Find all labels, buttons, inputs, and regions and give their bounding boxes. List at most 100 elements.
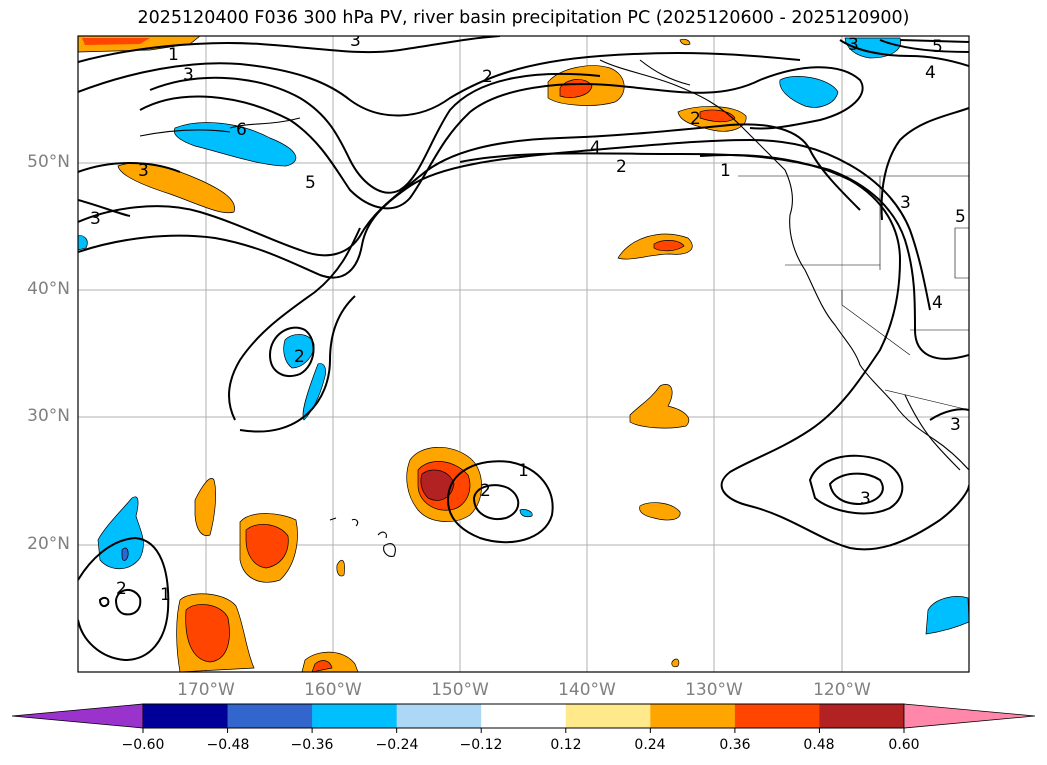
precip-area (679, 38, 691, 46)
contour-labels: 1 3 6 3 2 4 2 1 5 3 2 4 5 3 5 4 3 2 1 2 … (90, 31, 966, 605)
contour-label: 3 (900, 193, 911, 213)
coastline-hawaii (383, 543, 396, 557)
precip-area (173, 122, 297, 167)
pv-contour (78, 138, 931, 311)
precip-area (245, 523, 289, 569)
map-frame (77, 35, 970, 673)
precip-area (311, 660, 333, 672)
pv-contour (78, 536, 170, 662)
pv-contour (239, 295, 356, 433)
pv-contour (899, 39, 969, 43)
lat-label-20n: 20°N (27, 534, 70, 554)
pv-contour (699, 154, 969, 551)
coastline-hawaii (377, 531, 387, 539)
colorbar-tick-label: 0.60 (888, 737, 920, 753)
precip-area (78, 235, 88, 251)
colorbar-segment (312, 704, 398, 728)
gridlines (78, 36, 969, 672)
contour-label: 2 (690, 109, 701, 129)
pv-contour (98, 596, 110, 608)
contour-label: 5 (932, 37, 943, 57)
contour-label: 5 (305, 173, 316, 193)
pv-contour (268, 326, 315, 377)
contour-label: 2 (116, 579, 127, 599)
contour-label: 3 (90, 209, 101, 229)
colorbar-segment (565, 704, 651, 728)
pv-contour (139, 66, 864, 210)
contour-label: 3 (860, 489, 871, 509)
coastlines (139, 59, 969, 557)
pv-contour (78, 199, 131, 217)
precip-area (671, 658, 680, 668)
pv-contour (808, 454, 904, 515)
precip-area (302, 363, 326, 421)
pv-contour (78, 162, 181, 173)
precip-area (194, 478, 216, 536)
coastline-baja (904, 394, 961, 471)
precip-area (519, 509, 533, 518)
contour-label: 2 (294, 347, 305, 367)
lon-label-140w: 140°W (558, 680, 616, 700)
colorbar-tick-label: −0.24 (375, 737, 419, 753)
colorbar-segment (819, 704, 905, 728)
lat-label-50n: 50°N (27, 152, 70, 172)
lon-label-160w: 160°W (304, 680, 362, 700)
precip-area (97, 496, 144, 570)
colorbar (11, 703, 1036, 733)
lat-label-30n: 30°N (27, 406, 70, 426)
coastline-aleutians (229, 117, 301, 129)
precip-area (639, 502, 681, 521)
colorbar-tick-label: −0.60 (121, 737, 165, 753)
borders (738, 175, 969, 411)
colorbar-segment (481, 704, 567, 728)
pv-contours (78, 36, 969, 662)
contour-label: 4 (932, 293, 943, 313)
contour-label: 3 (138, 161, 149, 181)
coastline-north-america (599, 59, 969, 471)
contour-label: 1 (160, 585, 171, 605)
border-us-mexico (884, 389, 969, 411)
contour-label: 6 (236, 120, 247, 140)
contour-label: 2 (480, 481, 491, 501)
colorbar-segment (734, 704, 820, 728)
lon-label-130w: 130°W (685, 680, 743, 700)
lon-label-170w: 170°W (177, 680, 235, 700)
precip-area (283, 334, 315, 369)
pv-contour (828, 472, 884, 506)
border-state (841, 290, 911, 356)
coastline-alaska (639, 59, 691, 86)
pv-contour (228, 227, 361, 421)
lat-label-40n: 40°N (27, 279, 70, 299)
contour-label: 1 (518, 461, 529, 481)
pv-contour (929, 408, 969, 421)
pv-contour (149, 72, 601, 194)
pv-contour (880, 107, 969, 221)
pv-contour (879, 39, 969, 53)
precip-area (629, 384, 690, 429)
contour-label: 3 (950, 415, 961, 435)
precip-area (779, 76, 839, 108)
lon-label-150w: 150°W (431, 680, 489, 700)
colorbar-segment (396, 704, 482, 728)
pv-contour (78, 123, 861, 257)
pv-contour (446, 460, 554, 544)
contour-label: 4 (590, 138, 601, 158)
pv-contour (114, 589, 142, 616)
colorbar-segment (650, 704, 736, 728)
pv-contour (839, 39, 969, 67)
pv-contour (78, 36, 501, 63)
precip-area (420, 469, 455, 501)
contour-label: 3 (848, 35, 859, 55)
colorbar-tick-label: 0.48 (803, 737, 835, 753)
map-title: 2025120400 F036 300 hPa PV, river basin … (137, 8, 910, 28)
colorbar-extend-max (903, 703, 1036, 729)
contour-label: 3 (350, 31, 361, 51)
colorbar-extend-min (11, 703, 144, 729)
contour-label: 2 (616, 157, 627, 177)
colorbar-tick-label: −0.36 (290, 737, 334, 753)
contour-label: 3 (183, 65, 194, 85)
precip-area (82, 38, 150, 45)
pv-contour (78, 52, 801, 117)
contour-label: 1 (720, 161, 731, 181)
